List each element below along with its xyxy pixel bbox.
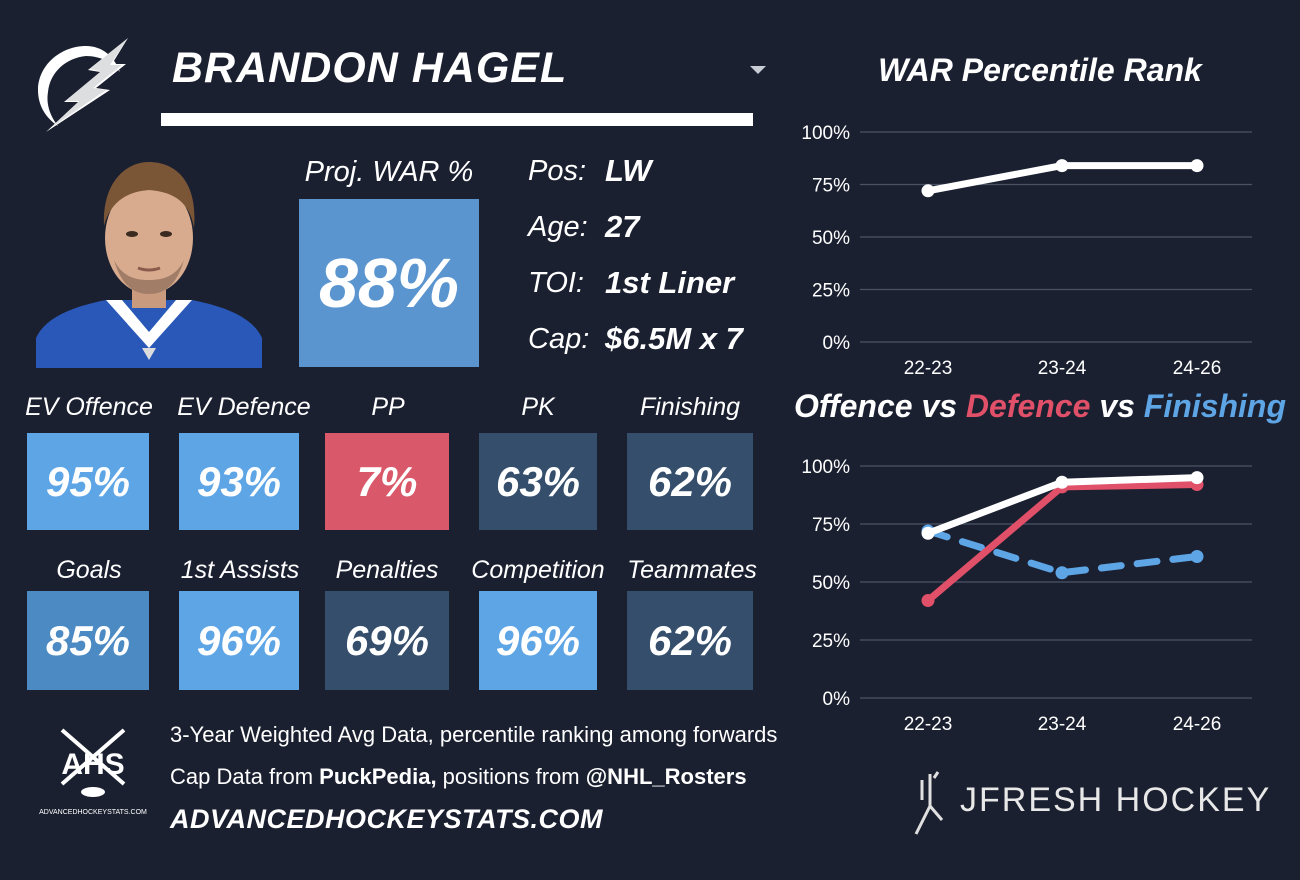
chart1-title: WAR Percentile Rank <box>878 52 1202 88</box>
chart2-data-point <box>1190 549 1204 563</box>
tile-label-penalties: Penalties <box>335 556 439 584</box>
tile-label-ev-defence: EV Defence <box>177 393 311 421</box>
tile-label-ev-offence: EV Offence <box>25 393 153 421</box>
chart2-title-defence: Defence <box>965 388 1091 424</box>
footer-handle: @NHL_Rosters <box>585 764 747 789</box>
chart2-title: Offence vs Defence vs Finishing <box>790 388 1290 425</box>
proj-war-label: Proj. WAR % <box>304 156 474 188</box>
pos-label: Pos: <box>528 155 587 187</box>
chart2-title-finishing: Finishing <box>1143 388 1286 424</box>
chart2-series-line-finishing <box>924 527 1201 577</box>
tile-pp: 7% <box>325 433 449 530</box>
tile-label-1st-assists: 1st Assists <box>180 556 300 584</box>
tile-label-teammates: Teammates <box>627 556 757 584</box>
chart2-xtick-label: 24-26 <box>1173 714 1222 735</box>
chart2-title-offence: Offence <box>793 388 913 424</box>
cap-value: $6.5M x 7 <box>605 321 743 356</box>
footer-line2-mid: positions from <box>436 764 586 789</box>
tile-ev-defence: 93% <box>179 433 299 530</box>
chart2-xtick-label: 23-24 <box>1038 714 1087 735</box>
chart1-xtick-label: 22-23 <box>904 358 953 379</box>
tile-penalties: 69% <box>325 591 449 690</box>
cap-label: Cap: <box>528 323 590 355</box>
footer-line2: Cap Data from PuckPedia, positions from … <box>170 764 747 790</box>
player-select-caret-icon[interactable] <box>750 66 766 74</box>
chart1-ytick-label: 25% <box>812 281 850 302</box>
chart1-ytick-label: 100% <box>801 123 850 144</box>
tile-1st-assists: 96% <box>179 591 299 690</box>
chart2-ytick-label: 25% <box>812 631 850 652</box>
chart1-xtick-label: 23-24 <box>1038 358 1087 379</box>
age-label: Age: <box>528 211 588 243</box>
brand-name: JFRESH HOCKEY <box>960 781 1272 819</box>
chart2-data-point <box>1055 475 1069 489</box>
chart1-ytick-label: 75% <box>812 176 850 197</box>
footer-line1: 3-Year Weighted Avg Data, percentile ran… <box>170 722 778 747</box>
tile-label-pp: PP <box>371 393 405 421</box>
tile-label-goals: Goals <box>56 556 122 584</box>
offence-defence-finishing-chart: 0% 25% 50% 75% 100% 22-23 23-24 24-26 <box>801 457 1252 735</box>
jfresh-logo-icon <box>908 770 948 838</box>
chart1-data-point <box>1190 159 1204 173</box>
footer-source: PuckPedia, <box>319 764 437 789</box>
tile-finishing: 62% <box>627 433 753 530</box>
chart1-ytick-label: 50% <box>812 228 850 249</box>
chart2-ytick-label: 100% <box>801 457 850 478</box>
war-percentile-chart: 0% 25% 50% 75% 100% 22-23 23-24 24-26 <box>801 123 1252 379</box>
tile-pk: 63% <box>479 433 597 530</box>
name-underline <box>161 113 753 126</box>
tile-ev-offence: 95% <box>27 433 149 530</box>
tile-label-competition: Competition <box>471 556 605 584</box>
toi-value: 1st Liner <box>605 265 735 300</box>
toi-label: TOI: <box>528 267 584 299</box>
tile-competition: 96% <box>479 591 597 690</box>
chart2-title-vs2: vs <box>1090 388 1144 424</box>
chart2-xtick-label: 22-23 <box>904 714 953 735</box>
pos-value: LW <box>605 153 652 188</box>
chart2-ytick-label: 0% <box>823 689 851 710</box>
tile-goals: 85% <box>27 591 149 690</box>
age-value: 27 <box>605 209 640 244</box>
website-link[interactable]: ADVANCEDHOCKEYSTATS.COM <box>170 804 604 834</box>
player-photo <box>36 148 262 368</box>
ahs-logo: AHS ADVANCEDHOCKEYSTATS.COM <box>38 726 148 822</box>
chart1-data-point <box>921 184 935 198</box>
chart1-data-point <box>1055 159 1069 173</box>
footer-line2-prefix: Cap Data from <box>170 764 320 789</box>
player-name: BRANDON HAGEL <box>172 44 568 92</box>
chart2-data-point <box>921 526 935 540</box>
chart2-data-point <box>921 594 935 608</box>
chart2-ytick-label: 50% <box>812 573 850 594</box>
team-logo <box>30 32 142 136</box>
chart2-data-point <box>1190 471 1204 485</box>
ahs-logo-sub: ADVANCEDHOCKEYSTATS.COM <box>39 809 147 816</box>
tile-teammates: 62% <box>627 591 753 690</box>
chart1-ytick-label: 0% <box>823 333 851 354</box>
chart2-data-point <box>1055 566 1069 580</box>
chart1-xtick-label: 24-26 <box>1173 358 1222 379</box>
chart2-title-vs1: vs <box>912 388 966 424</box>
proj-war-value: 88% <box>299 199 479 367</box>
tile-label-pk: PK <box>521 393 555 421</box>
ahs-logo-text: AHS <box>61 748 124 781</box>
chart2-ytick-label: 75% <box>812 515 850 536</box>
tile-label-finishing: Finishing <box>639 393 741 421</box>
